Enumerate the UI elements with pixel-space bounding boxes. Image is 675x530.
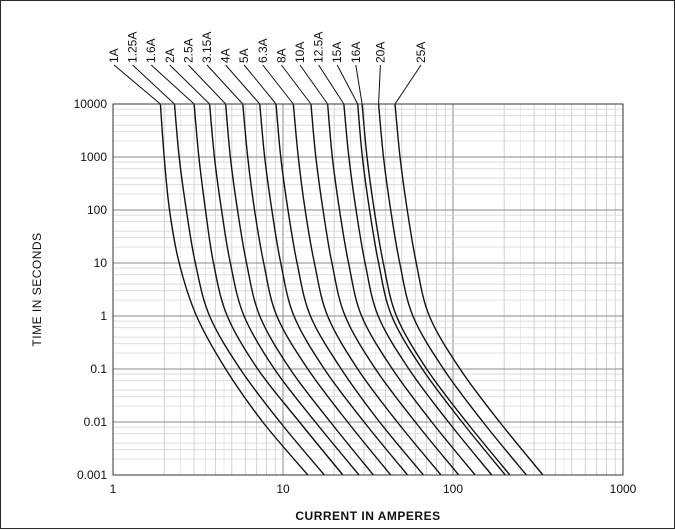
leader-line	[113, 64, 161, 105]
leader-line	[318, 64, 345, 105]
curve-5A	[275, 103, 424, 476]
curve-8A	[310, 103, 460, 476]
rating-label: 12.5A	[312, 32, 326, 63]
leader-line	[206, 64, 244, 105]
rating-label: 20A	[373, 42, 387, 63]
rating-label: 3.15A	[200, 32, 214, 63]
curve-4A	[259, 103, 409, 476]
y-tick-label: 1000	[80, 150, 107, 164]
tick-labels: 0.001 0.01 0.1 1 10 100 1000 10000 1 10 100 1000	[74, 97, 637, 496]
rating-label: 10A	[293, 42, 307, 63]
rating-label: 1A	[107, 48, 121, 63]
curve-12-5A	[343, 103, 493, 476]
y-tick-label: 1	[100, 309, 107, 323]
y-tick-label: 100	[87, 203, 107, 217]
leader-line	[378, 64, 381, 105]
curve-1-25A	[173, 103, 325, 476]
leader-line	[355, 64, 363, 105]
rating-label: 16A	[349, 42, 363, 63]
rating-label: 5A	[237, 48, 251, 63]
x-tick-label: 1	[110, 482, 117, 496]
rating-labels: 1A 1.25A 1.6A 2A 2.5A 3.15A 4A 5A 6.3A 8A 10A 12.5A…	[107, 32, 428, 63]
rating-label: 1.25A	[126, 32, 140, 63]
y-tick-label: 0.1	[90, 362, 107, 376]
curve-1A	[159, 103, 309, 476]
curve-3-15A	[242, 103, 392, 476]
leader-line	[188, 64, 227, 105]
curve-2A	[208, 103, 360, 476]
rating-label: 2.5A	[181, 38, 195, 63]
curves	[159, 103, 544, 476]
curve-20A	[377, 103, 527, 476]
rating-label: 6.3A	[256, 38, 270, 63]
rating-label: 8A	[274, 48, 288, 63]
leader-line	[336, 64, 359, 105]
leader-line	[150, 64, 195, 105]
leader-line	[225, 64, 261, 105]
x-tick-label: 100	[443, 482, 463, 496]
curve-6-3A	[292, 103, 442, 476]
leader-line	[394, 64, 422, 105]
label-leaders	[113, 64, 422, 105]
y-tick-label: 10	[94, 256, 108, 270]
leader-line	[262, 64, 294, 105]
y-tick-label: 0.001	[77, 468, 107, 482]
leader-line	[243, 64, 277, 105]
plot-border	[112, 103, 624, 476]
curve-25A	[394, 103, 544, 476]
y-tick-label: 0.01	[84, 415, 108, 429]
curve-2-5A	[224, 103, 374, 476]
rating-label: 2A	[163, 48, 177, 63]
curve-1-6A	[193, 103, 344, 476]
leader-line	[281, 64, 312, 105]
x-axis-label: CURRENT IN AMPERES	[295, 509, 440, 523]
y-axis-label: TIME IN SECONDS	[30, 232, 44, 346]
x-tick-label: 10	[276, 482, 290, 496]
leader-line	[169, 64, 210, 105]
curve-10A	[326, 103, 476, 476]
curve-16A	[361, 103, 511, 476]
x-tick-label: 1000	[610, 482, 637, 496]
rating-label: 1.6A	[144, 38, 158, 63]
rating-label: 4A	[219, 48, 233, 63]
leader-line	[299, 64, 329, 105]
y-tick-label: 10000	[74, 97, 108, 111]
rating-label: 25A	[414, 42, 428, 63]
rating-label: 15A	[330, 42, 344, 63]
leader-line	[132, 64, 175, 105]
curve-15A	[356, 103, 506, 476]
